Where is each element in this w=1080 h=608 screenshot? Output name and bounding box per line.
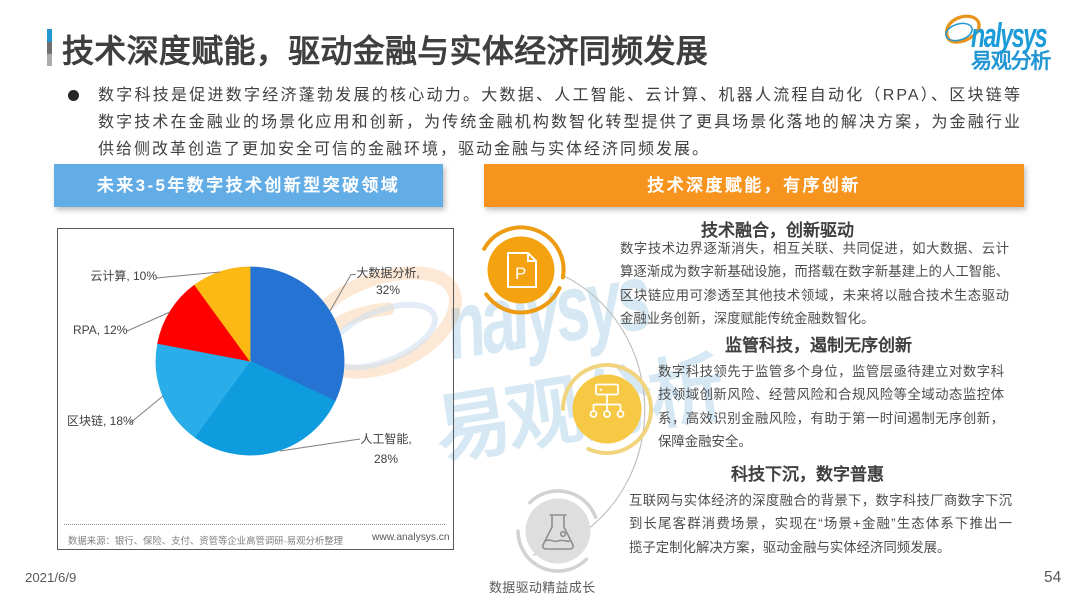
svg-text:P: P (515, 264, 526, 283)
svg-text:易观分析: 易观分析 (971, 49, 1051, 72)
svg-text:nalysys: nalysys (971, 18, 1048, 55)
